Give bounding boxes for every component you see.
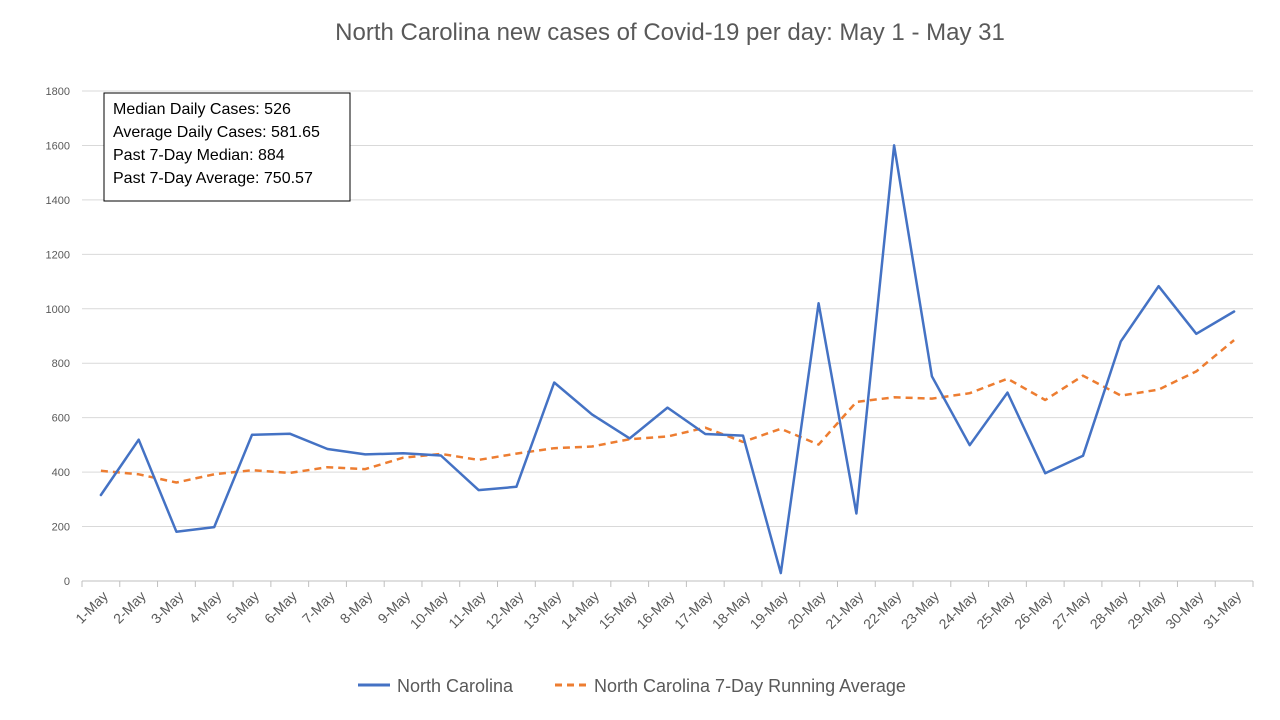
stat-median-daily: Median Daily Cases: 526 (113, 101, 291, 118)
y-tick-label: 0 (64, 576, 70, 588)
x-tick-label: 19-May (747, 588, 791, 632)
x-tick-label: 24-May (935, 588, 979, 632)
x-tick-label: 6-May (261, 588, 300, 627)
x-tick-label: 5-May (223, 588, 262, 627)
x-tick-label: 31-May (1200, 588, 1244, 632)
stats-box: Median Daily Cases: 526 Average Daily Ca… (103, 92, 351, 202)
x-tick-label: 3-May (148, 588, 187, 627)
y-tick-label: 1600 (46, 140, 70, 152)
y-tick-label: 1000 (46, 304, 70, 316)
y-tick-label: 800 (52, 358, 70, 370)
y-tick-label: 600 (52, 413, 70, 425)
x-axis-ticks: 1-May2-May3-May4-May5-May6-May7-May8-May… (72, 581, 1254, 632)
y-axis-ticks: 0 200 400 600 800 1000 1200 1400 1600 1800 (46, 86, 70, 588)
gridlines (82, 90, 1253, 582)
x-tick-label: 15-May (596, 588, 640, 632)
series-line-north-carolina (99, 144, 1236, 575)
y-tick-label: 1800 (46, 86, 70, 98)
x-tick-label: 27-May (1049, 588, 1093, 632)
x-tick-label: 16-May (633, 588, 677, 632)
series-line-7day-average (100, 339, 1235, 484)
x-tick-label: 4-May (186, 588, 225, 627)
x-tick-label: 20-May (784, 588, 828, 632)
x-tick-label: 26-May (1011, 588, 1055, 632)
x-tick-label: 21-May (822, 588, 866, 632)
y-tick-label: 200 (52, 522, 70, 534)
x-tick-label: 23-May (898, 588, 942, 632)
legend: North Carolina North Carolina 7-Day Runn… (358, 676, 906, 696)
x-tick-label: 14-May (558, 588, 602, 632)
x-tick-label: 7-May (299, 588, 338, 627)
x-tick-label: 12-May (482, 588, 526, 632)
x-tick-label: 29-May (1124, 588, 1168, 632)
x-tick-label: 11-May (445, 588, 489, 632)
legend-label-7day-average: North Carolina 7-Day Running Average (594, 676, 906, 696)
x-tick-label: 18-May (709, 588, 753, 632)
x-tick-label: 2-May (110, 588, 149, 627)
chart-title: North Carolina new cases of Covid-19 per… (335, 19, 1005, 46)
stat-past7-average: Past 7-Day Average: 750.57 (113, 170, 313, 187)
x-tick-label: 13-May (520, 588, 564, 632)
x-tick-label: 28-May (1087, 588, 1131, 632)
stats-box-border (103, 92, 351, 202)
y-tick-label: 1400 (46, 195, 70, 207)
x-tick-label: 17-May (671, 588, 715, 632)
x-tick-label: 22-May (860, 588, 904, 632)
stat-past7-median: Past 7-Day Median: 884 (113, 147, 285, 164)
y-tick-label: 400 (52, 467, 70, 479)
series-lines (99, 144, 1236, 575)
legend-label-north-carolina: North Carolina (397, 676, 514, 696)
x-tick-label: 30-May (1162, 588, 1206, 632)
stat-average-daily: Average Daily Cases: 581.65 (113, 124, 320, 141)
x-tick-label: 8-May (337, 588, 376, 627)
x-tick-label: 25-May (973, 588, 1017, 632)
x-tick-label: 10-May (407, 588, 451, 632)
y-tick-label: 1200 (46, 249, 70, 261)
x-tick-label: 1-May (72, 588, 111, 627)
